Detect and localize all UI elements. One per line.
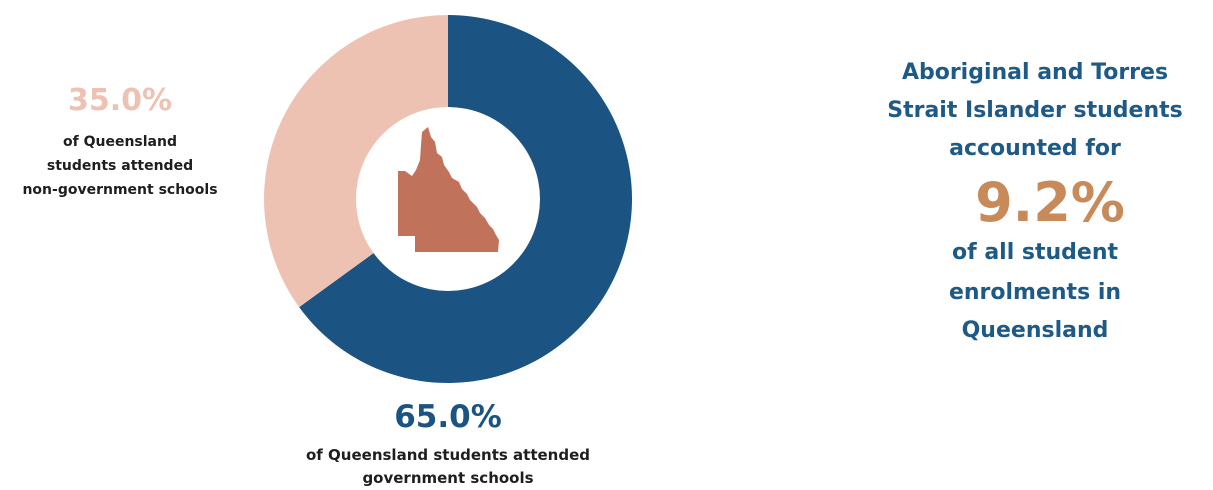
nongov-caption-line: students attended bbox=[46, 158, 194, 174]
info-percent-value: 9.2% bbox=[975, 171, 1125, 234]
info-line-5: enrolments in bbox=[948, 280, 1122, 305]
gov-caption-line: of Queensland students attended bbox=[306, 446, 590, 464]
queensland-map-icon bbox=[398, 127, 499, 252]
gov-caption: of Queensland students attended governme… bbox=[268, 444, 628, 490]
info-line-2: Strait Islander students bbox=[887, 98, 1183, 123]
slice-non-government bbox=[264, 15, 448, 308]
info-line-4: of all student bbox=[951, 240, 1119, 265]
info-line-1: Aboriginal and Torres bbox=[901, 60, 1169, 85]
info-line-3: accounted for bbox=[949, 136, 1121, 161]
gov-caption-line: government schools bbox=[362, 469, 534, 487]
nongov-caption-line: non-government schools bbox=[22, 182, 218, 198]
nongov-caption: of Queensland students attended non-gove… bbox=[4, 130, 236, 202]
gov-percent-label: 65.0% bbox=[394, 399, 502, 435]
info-line-6: Queensland bbox=[961, 318, 1109, 343]
nongov-percent-label: 35.0% bbox=[67, 83, 173, 118]
nongov-caption-line: of Queensland bbox=[63, 134, 177, 150]
